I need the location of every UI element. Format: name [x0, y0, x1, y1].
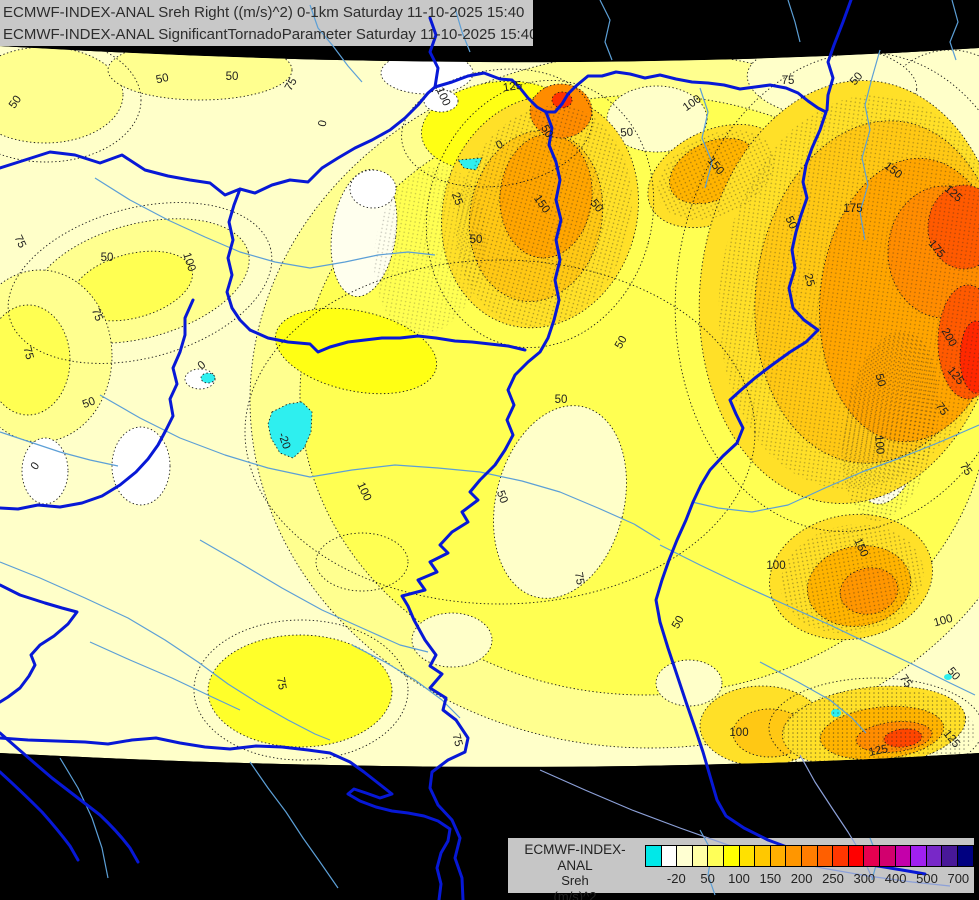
contour-label: 50 — [670, 614, 687, 631]
legend-units: (m/s)^2 — [553, 888, 597, 900]
legend-swatch — [956, 845, 975, 867]
major-river-east-reach — [433, 70, 828, 114]
legend-parameter-name: Sreh — [561, 873, 589, 888]
tornado-parameter-stippling — [373, 94, 979, 767]
contour-label: 50 — [613, 334, 630, 351]
title-line-2: ECMWF-INDEX-ANAL SignificantTornadoParam… — [3, 25, 533, 43]
contour-label: 75 — [89, 307, 105, 323]
legend-tick-label: 200 — [790, 871, 813, 886]
mid-river-connector — [248, 328, 527, 354]
title-box: ECMWF-INDEX-ANAL Sreh Right ((m/s)^2) 0-… — [0, 0, 533, 46]
negative-sreh-lake-patch — [267, 401, 313, 459]
contour-label: 100 — [932, 613, 954, 630]
legend-color-scale — [645, 845, 975, 867]
mura-river — [0, 583, 79, 704]
contour-label: 75 — [283, 76, 300, 93]
contour-label: 75 — [449, 732, 464, 747]
major-river-south-main — [400, 110, 563, 900]
legend-tick-label: 700 — [947, 871, 970, 886]
contour-label: 100 — [872, 435, 886, 455]
west-vertical-river — [225, 187, 252, 332]
legend-title: ECMWF-INDEX-ANAL Sreh (m/s)^2 — [508, 842, 642, 900]
contour-label: 0 — [494, 138, 505, 152]
drava-river — [0, 736, 452, 900]
contour-label: 0 — [317, 119, 330, 127]
legend-model-name: ECMWF-INDEX-ANAL — [524, 842, 626, 873]
contour-label: 50 — [155, 72, 170, 86]
contour-label: 75 — [782, 75, 795, 87]
legend-tick-label: 50 — [700, 871, 715, 886]
contour-label: 100 — [729, 727, 748, 739]
contour-label: 50 — [783, 214, 799, 231]
southwest-river — [0, 298, 195, 511]
contour-label: 75 — [20, 345, 35, 360]
legend: ECMWF-INDEX-ANAL Sreh (m/s)^2 -20 50 100 15… — [508, 838, 975, 900]
legend-tick-label: 100 — [728, 871, 750, 886]
contour-label: 50 — [470, 234, 483, 246]
legend-tick-label: -20 — [666, 871, 686, 886]
legend-tick-label: 500 — [916, 871, 938, 886]
contour-label: 75 — [274, 676, 288, 691]
contour-label: 75 — [12, 233, 28, 250]
corner-stream-1 — [0, 731, 140, 864]
contour-label: 75 — [572, 571, 586, 586]
contour-label: 25 — [801, 272, 816, 287]
contour-label: 50 — [81, 395, 97, 411]
legend-tick-label: 400 — [884, 871, 907, 886]
title-line-1: ECMWF-INDEX-ANAL Sreh Right ((m/s)^2) 0-… — [3, 4, 525, 21]
legend-tick-label: 150 — [759, 871, 782, 886]
contour-label: 125 — [868, 743, 889, 759]
contour-label: 125 — [502, 80, 523, 95]
contour-fill-field — [0, 46, 979, 767]
contour-label: 50 — [872, 372, 887, 387]
legend-tick-labels: -20 50 100 150 200 250 300 400 500 700 — [645, 868, 974, 886]
major-river-north-entry — [428, 16, 440, 89]
contour-label: 50 — [101, 252, 114, 264]
contour-label: 100 — [180, 251, 197, 273]
contour-label: 50 — [620, 126, 634, 139]
title-box-background — [0, 0, 533, 46]
contour-label: 50 — [555, 394, 568, 406]
major-river-east-south — [654, 110, 927, 876]
legend-tick-label: 250 — [822, 871, 844, 886]
major-river-north-entry-2 — [825, 0, 853, 112]
major-river-west — [0, 85, 437, 197]
contour-label: 50 — [494, 489, 510, 505]
contour-label: 25 — [449, 191, 465, 207]
contour-label: -20 — [275, 431, 292, 451]
contour-label: 175 — [843, 203, 862, 215]
legend-tick-label: 300 — [853, 871, 876, 886]
contour-label: 100 — [766, 560, 785, 572]
contour-label: 50 — [226, 71, 239, 83]
corner-stream-2 — [0, 770, 80, 862]
contour-label: 50 — [538, 123, 555, 140]
